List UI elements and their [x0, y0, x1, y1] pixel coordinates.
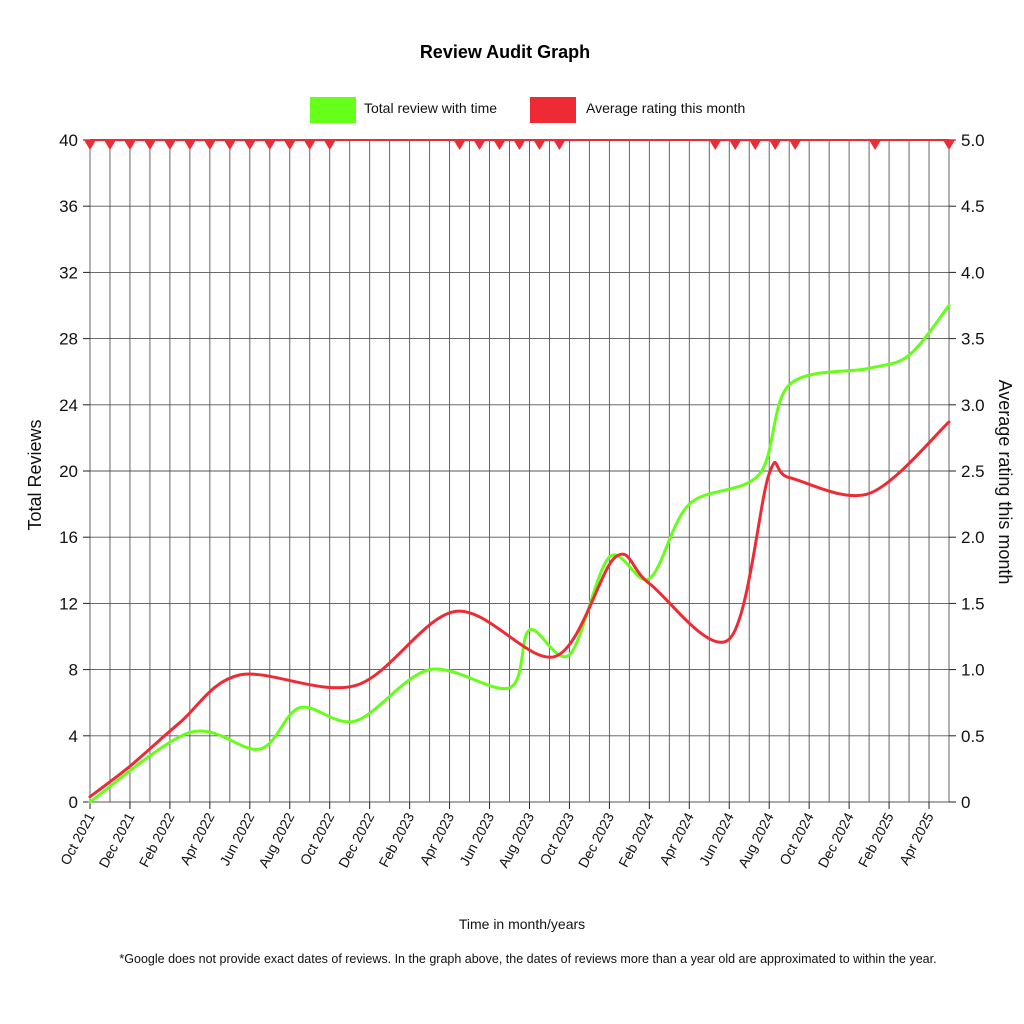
x-tick-label: Apr 2023: [416, 810, 457, 868]
rating-marker: [453, 140, 466, 150]
x-tick-label: Dec 2023: [575, 810, 617, 871]
x-tick-label: Dec 2024: [814, 810, 856, 871]
y2-tick-label: 0.5: [961, 727, 985, 746]
series-line-average-rating: [88, 420, 951, 799]
x-tick-label: Oct 2023: [536, 810, 577, 868]
x-tick-label: Feb 2023: [375, 810, 417, 870]
x-tick-label: Jun 2023: [456, 810, 497, 869]
y-tick-label: 0: [69, 793, 78, 812]
y2-axis-label: Average rating this month: [995, 380, 1015, 585]
x-tick-label: Jun 2024: [696, 810, 737, 869]
rating-marker: [123, 140, 136, 150]
x-tick-label: Apr 2025: [896, 810, 937, 868]
x-tick-label: Apr 2022: [177, 810, 218, 868]
x-tick-label: Feb 2022: [136, 810, 178, 870]
y2-tick-label: 2.5: [961, 462, 985, 481]
series-lines: [88, 304, 951, 804]
x-tick-label: Oct 2022: [297, 810, 338, 868]
rating-marker: [303, 140, 316, 150]
series-line-total-reviews: [88, 304, 951, 804]
y2-tick-label: 3.5: [961, 330, 985, 349]
y2-tick-label: 4.0: [961, 263, 985, 282]
y-tick-label: 36: [59, 197, 78, 216]
legend-swatch-total-reviews: [310, 97, 356, 123]
rating-marker: [323, 140, 336, 150]
y-tick-label: 16: [59, 528, 78, 547]
rating-marker: [163, 140, 176, 150]
rating-marker: [143, 140, 156, 150]
rating-marker: [183, 140, 196, 150]
rating-marker: [263, 140, 276, 150]
y-tick-label: 12: [59, 594, 78, 613]
x-tick-label: Oct 2024: [776, 810, 817, 868]
y2-tick-label: 1.0: [961, 661, 985, 680]
legend-swatch-average-rating: [530, 97, 576, 123]
footnote: *Google does not provide exact dates of …: [119, 952, 936, 966]
legend-label-total-reviews: Total review with time: [364, 100, 497, 116]
y2-tick-label: 0: [961, 793, 970, 812]
y2-tick-label: 5.0: [961, 131, 985, 150]
rating-marker: [513, 140, 526, 150]
rating-marker: [533, 140, 546, 150]
rating-marker: [749, 140, 762, 150]
rating-marker: [283, 140, 296, 150]
y-tick-label: 20: [59, 462, 78, 481]
x-tick-label: Dec 2021: [95, 810, 137, 871]
x-tick-label: Aug 2023: [495, 810, 537, 871]
x-tick-label: Jun 2022: [216, 810, 257, 869]
y-tick-label: 40: [59, 131, 78, 150]
rating-marker: [553, 140, 566, 150]
x-tick-label: Oct 2021: [57, 810, 98, 868]
legend-item-total-reviews: Total review with time: [310, 97, 497, 123]
rating-marker: [769, 140, 782, 150]
rating-marker: [943, 140, 955, 150]
x-tick-label: Aug 2022: [255, 810, 297, 871]
x-tick-label: Feb 2025: [855, 810, 897, 870]
rating-marker: [223, 140, 236, 150]
y-tick-label: 32: [59, 263, 78, 282]
y-axis-label: Total Reviews: [25, 419, 45, 530]
y2-tick-label: 2.0: [961, 528, 985, 547]
rating-marker: [473, 140, 486, 150]
y2-tick-label: 1.5: [961, 594, 985, 613]
left-axis-ticks: 0 4 8 12 16 20 24 28 32 36 40: [59, 131, 90, 812]
y2-tick-label: 3.0: [961, 396, 985, 415]
y-tick-label: 24: [59, 396, 78, 415]
x-tick-label: Dec 2022: [335, 810, 377, 871]
rating-marker: [243, 140, 256, 150]
rating-marker: [869, 140, 882, 150]
x-axis-label: Time in month/years: [459, 916, 585, 932]
rating-marker: [84, 140, 96, 150]
y-tick-label: 28: [59, 330, 78, 349]
rating-marker: [103, 140, 116, 150]
x-tick-label: Aug 2024: [735, 810, 777, 871]
y2-tick-label: 4.5: [961, 197, 985, 216]
grid: [89, 139, 950, 803]
y-tick-label: 4: [69, 727, 78, 746]
x-tick-label: Apr 2024: [656, 810, 697, 868]
x-tick-label: Feb 2024: [615, 810, 657, 870]
rating-marker: [709, 140, 722, 150]
legend-label-average-rating: Average rating this month: [586, 100, 745, 116]
legend-item-average-rating: Average rating this month: [530, 97, 745, 123]
rating-markers: [84, 139, 955, 150]
rating-marker: [729, 140, 742, 150]
rating-marker: [493, 140, 506, 150]
rating-marker: [203, 140, 216, 150]
y-tick-label: 8: [69, 661, 78, 680]
legend: Total review with time Average rating th…: [310, 97, 745, 123]
right-axis-ticks: 0 0.5 1.0 1.5 2.0 2.5 3.0 3.5 4.0 4.5 5.0: [949, 131, 985, 812]
chart-title: Review Audit Graph: [420, 42, 590, 62]
rating-marker: [789, 140, 802, 150]
